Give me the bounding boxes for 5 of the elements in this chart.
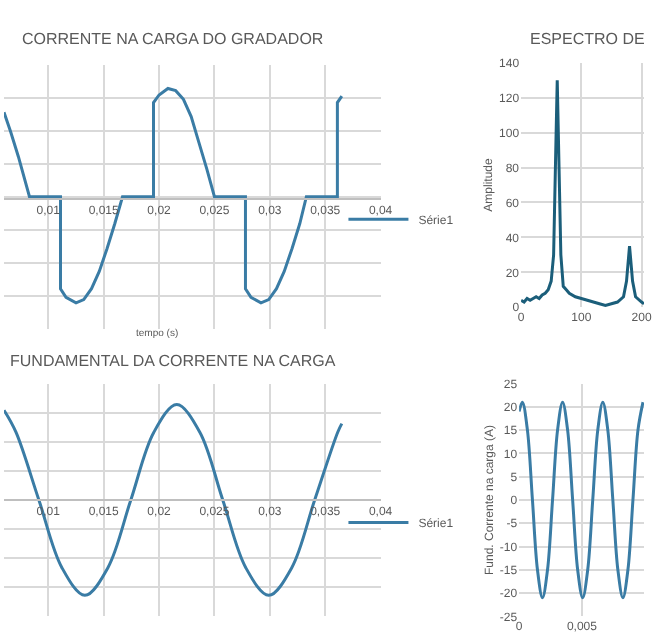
line-series	[519, 400, 644, 600]
chart-title: FUNDAMENTAL DA CORRENTE NA CARGA	[10, 352, 337, 370]
chart-title: CORRENTE NA CARGA DO GRADADOR	[22, 30, 324, 48]
line-series	[521, 78, 644, 308]
chart-title: ESPECTRO DE	[530, 30, 645, 48]
